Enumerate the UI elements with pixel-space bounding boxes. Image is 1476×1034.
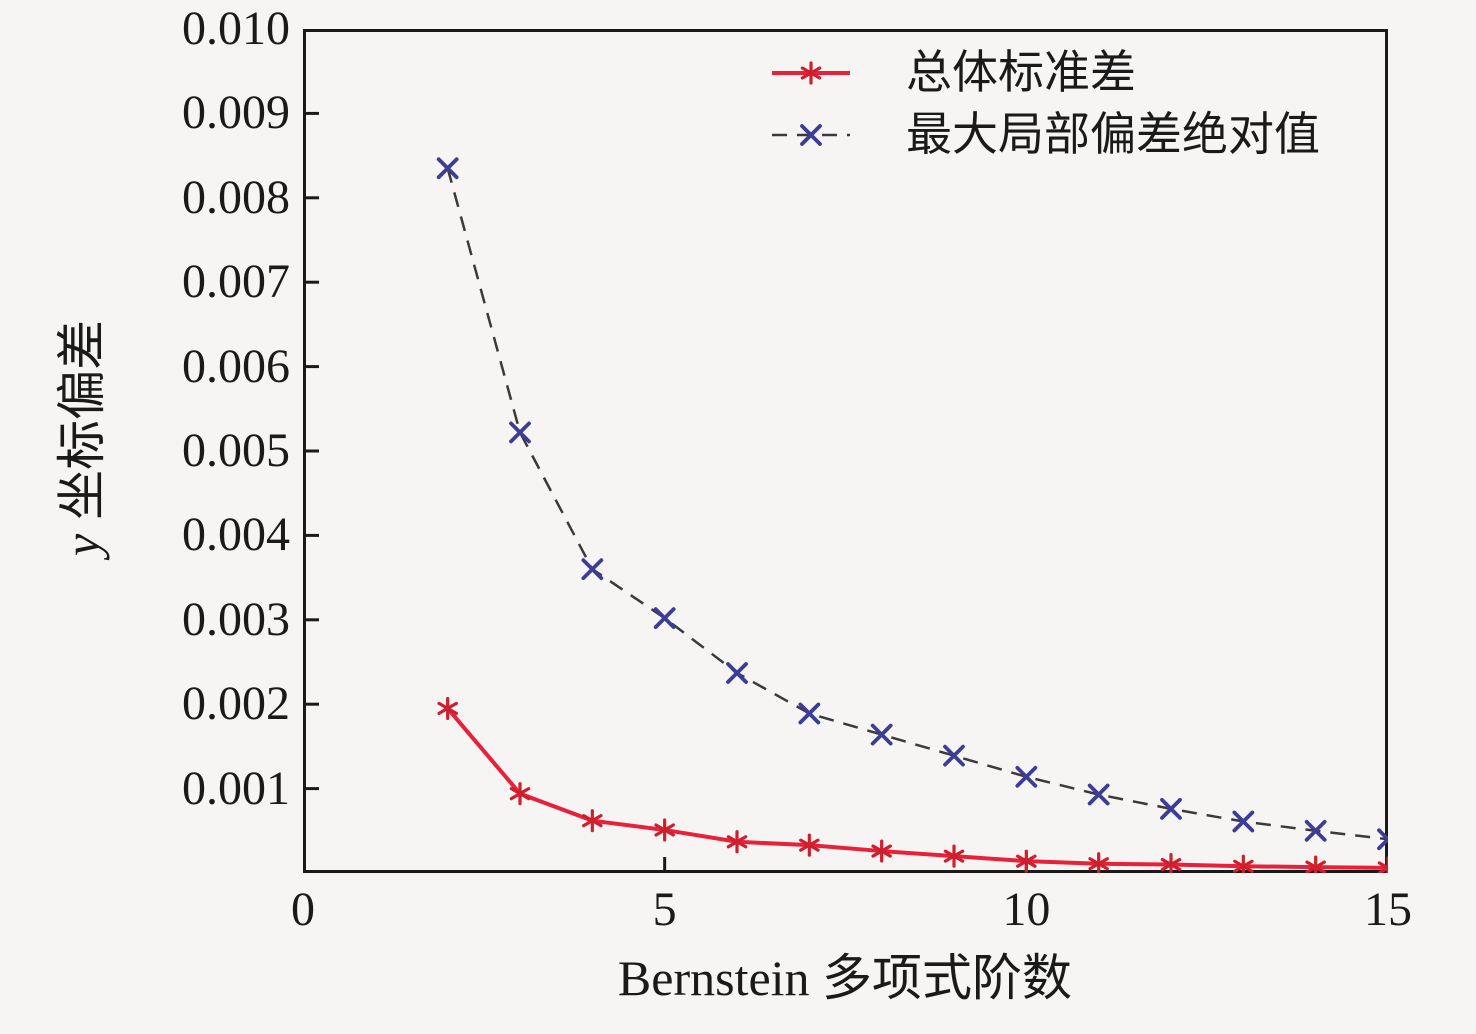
y-tick-label: 0.008 <box>182 170 290 224</box>
y-axis-title: y 坐标偏差 <box>54 319 110 557</box>
legend-item-max-local-deviation: 最大局部偏差绝对值 <box>770 104 1320 166</box>
y-tick-label: 0.010 <box>182 2 290 55</box>
y-axis-title-text: 坐标偏差 <box>54 319 110 520</box>
x-tick-label: 10 <box>1002 883 1051 936</box>
y-tick-label: 0.003 <box>182 592 290 646</box>
y-tick-label: 0.004 <box>182 508 290 562</box>
legend: 总体标准差 最大局部偏差绝对值 <box>770 42 1320 166</box>
legend-label-max-local-deviation: 最大局部偏差绝对值 <box>906 109 1320 160</box>
legend-item-overall-std: 总体标准差 <box>770 42 1320 104</box>
y-tick-label: 0.001 <box>182 761 290 815</box>
y-tick-label: 0.002 <box>182 677 290 731</box>
legend-label-overall-std: 总体标准差 <box>906 47 1136 98</box>
y-tick-label: 0.007 <box>182 255 290 309</box>
legend-solid-line-asterisk-sample <box>772 61 850 85</box>
y-tick-label: 0.009 <box>182 86 290 140</box>
y-tick-label: 0.005 <box>182 424 290 477</box>
x-tick-label: 5 <box>652 883 677 936</box>
plot-area <box>303 29 1388 873</box>
legend-dashed-line-x-sample <box>772 124 850 146</box>
x-tick-label: 0 <box>291 883 315 936</box>
y-axis-title-variable: y <box>54 533 110 557</box>
x-tick-label: 15 <box>1364 883 1412 936</box>
x-axis-title: Bernstein 多项式阶数 <box>617 950 1073 1006</box>
y-tick-label: 0.006 <box>182 339 290 393</box>
